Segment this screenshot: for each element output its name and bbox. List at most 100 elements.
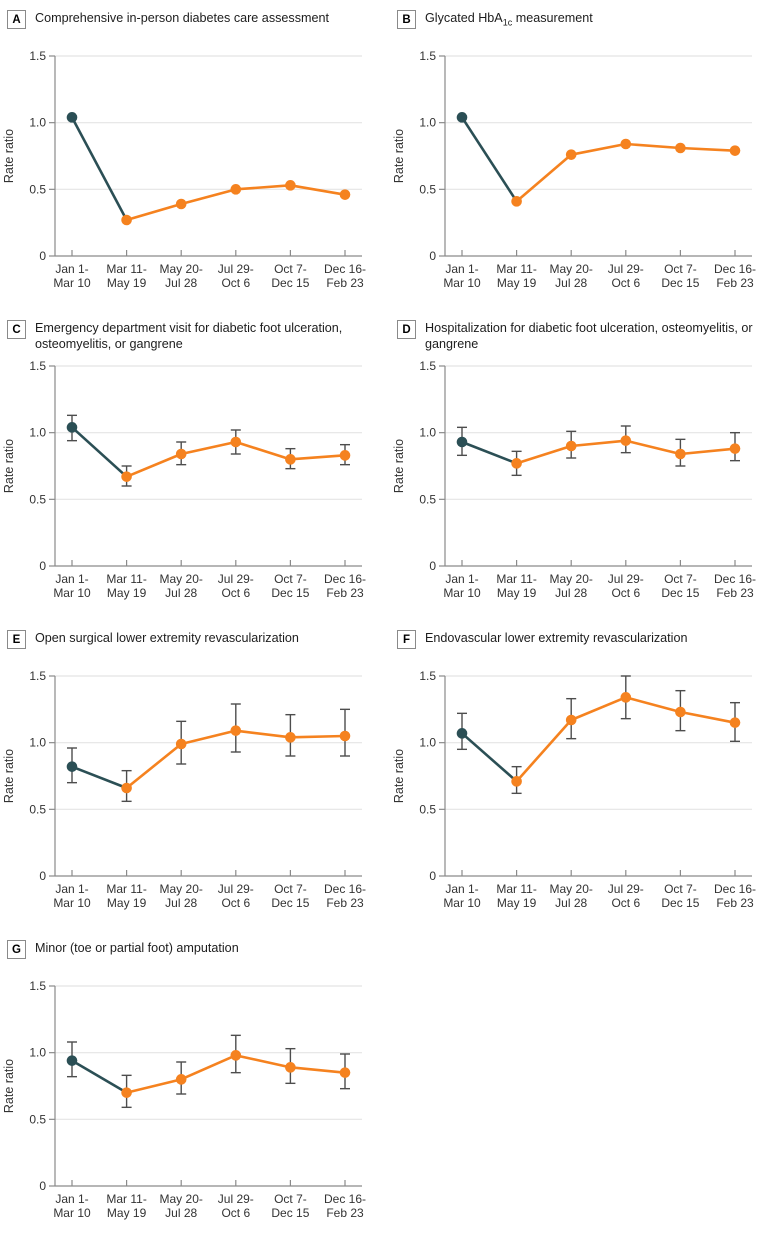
data-point xyxy=(456,728,468,739)
series-segment xyxy=(180,188,237,206)
chart-f: 0 0.5 1.0 1.5 Jan 1-Mar 10 Mar 11-May 19 May 2… xyxy=(392,669,756,910)
series-segment xyxy=(126,453,182,479)
panel-e: E Open surgical lower extremity revascul… xyxy=(0,620,390,930)
data-point xyxy=(230,437,242,448)
x-tick-label: Jan 1-Mar 10 xyxy=(443,882,481,910)
data-point xyxy=(175,198,187,210)
x-tick-label: Jul 29-Oct 6 xyxy=(218,1192,254,1220)
x-tick-label: Mar 11-May 19 xyxy=(496,882,536,910)
x-tick-label: Dec 16-Feb 23 xyxy=(324,882,366,910)
x-tick-label: Jan 1-Mar 10 xyxy=(53,1192,91,1220)
x-tick-label: Dec 16-Feb 23 xyxy=(714,882,756,910)
data-point xyxy=(339,450,351,462)
panel-g: G Minor (toe or partial foot) amputation… xyxy=(0,930,390,1240)
data-point xyxy=(175,1074,187,1085)
panel-e-title-text: Open surgical lower extremity revascular… xyxy=(35,631,299,645)
x-tick-label: May 20-Jul 28 xyxy=(160,262,203,290)
y-tick-label: 0 xyxy=(429,869,436,883)
panel-g-title-text: Minor (toe or partial foot) amputation xyxy=(35,941,239,955)
y-tick-label: 1.5 xyxy=(419,669,436,683)
y-tick-label: 0.5 xyxy=(419,493,436,507)
x-tick-label: Mar 11-May 19 xyxy=(106,262,146,290)
panel-c-title: Emergency department visit for diabetic … xyxy=(35,320,380,352)
data-point xyxy=(511,776,522,787)
y-tick-label: 0.5 xyxy=(419,182,436,196)
x-tick-label: Dec 16-Feb 23 xyxy=(714,572,756,600)
panel-f-title: Endovascular lower extremity revasculari… xyxy=(425,630,687,647)
x-tick-label: Mar 11-May 19 xyxy=(106,1192,146,1220)
panel-c: C Emergency department visit for diabeti… xyxy=(0,310,390,620)
y-tick-label: 1.0 xyxy=(29,1046,46,1060)
series-segment xyxy=(290,184,346,196)
chart-g: 0 0.5 1.0 1.5 Jan 1-Mar 10 Mar 11-May 19 May 2… xyxy=(2,979,366,1220)
series-segment xyxy=(235,441,291,462)
series-segment xyxy=(126,1078,182,1094)
data-point xyxy=(121,1087,132,1098)
x-tick-label: Oct 7-Dec 15 xyxy=(661,572,699,600)
panel-f-title-text: Endovascular lower extremity revasculari… xyxy=(425,631,688,645)
empty-cell xyxy=(390,930,780,1240)
data-point xyxy=(121,471,132,483)
data-point xyxy=(729,145,741,156)
data-point xyxy=(66,761,78,772)
data-point xyxy=(339,1067,351,1078)
x-tick-label: Oct 7-Dec 15 xyxy=(271,882,309,910)
x-tick-label: May 20-Jul 28 xyxy=(550,262,593,290)
data-point xyxy=(285,732,296,743)
panel-b-label: B xyxy=(397,10,416,29)
panel-a-title-text: Comprehensive in-person diabetes care as… xyxy=(35,11,330,25)
panel-b-title: Glycated HbA1c measurement xyxy=(425,10,593,27)
y-tick-label: 0.5 xyxy=(29,493,46,507)
chart-d: 0 0.5 1.0 1.5 Jan 1-Mar 10 Mar 11-May 19 May 2… xyxy=(392,359,756,600)
x-tick-label: Oct 7-Dec 15 xyxy=(271,262,309,290)
panel-c-title-text: Emergency department visit for diabetic … xyxy=(35,321,343,351)
x-tick-label: Mar 11-May 19 xyxy=(106,882,146,910)
panel-b-header: B Glycated HbA1c measurement xyxy=(390,10,780,42)
y-tick-label: 1.0 xyxy=(29,736,46,750)
x-tick-label: Jan 1-Mar 10 xyxy=(53,882,91,910)
data-point xyxy=(66,422,78,434)
series-segment xyxy=(235,1054,291,1069)
y-axis-title: Rate ratio xyxy=(392,439,406,493)
data-point xyxy=(456,112,468,123)
y-tick-label: 1.0 xyxy=(419,116,436,130)
y-tick-label: 0 xyxy=(429,559,436,573)
x-tick-label: Oct 7-Dec 15 xyxy=(271,1192,309,1220)
x-tick-label: Jul 29-Oct 6 xyxy=(218,572,254,600)
x-tick-label: Jan 1-Mar 10 xyxy=(443,262,481,290)
x-tick-label: Jul 29-Oct 6 xyxy=(218,262,254,290)
data-point xyxy=(230,725,242,736)
data-point xyxy=(511,196,522,207)
data-point xyxy=(456,437,468,448)
data-point xyxy=(175,449,187,460)
series-segment xyxy=(235,184,291,191)
panel-e-label: E xyxy=(7,630,26,649)
panel-d: D Hospitalization for diabetic foot ulce… xyxy=(390,310,780,620)
x-tick-label: Oct 7-Dec 15 xyxy=(661,262,699,290)
data-point xyxy=(565,714,577,726)
x-tick-label: Jul 29-Oct 6 xyxy=(218,882,254,910)
panel-g-header: G Minor (toe or partial foot) amputation xyxy=(0,940,390,972)
data-point xyxy=(230,184,242,195)
x-tick-label: Dec 16-Feb 23 xyxy=(324,572,366,600)
y-tick-label: 0.5 xyxy=(419,802,436,816)
y-tick-label: 0 xyxy=(429,249,436,263)
x-tick-label: Mar 11-May 19 xyxy=(496,262,536,290)
series-segment xyxy=(71,765,128,790)
x-tick-label: Jan 1-Mar 10 xyxy=(53,262,91,290)
y-tick-label: 0 xyxy=(39,249,46,263)
series-segment xyxy=(516,445,572,466)
data-point xyxy=(620,692,632,703)
x-tick-label: Mar 11-May 19 xyxy=(496,572,536,600)
panel-b: B Glycated HbA1c measurement 0 0.5 1.0 1.5 J… xyxy=(390,0,780,310)
x-tick-label: May 20-Jul 28 xyxy=(160,882,203,910)
panel-g-label: G xyxy=(7,940,26,959)
series-segment xyxy=(515,153,573,203)
series-segment xyxy=(571,439,626,448)
series-segment xyxy=(180,1054,237,1081)
series-segment xyxy=(180,729,237,746)
series-segment xyxy=(125,742,183,790)
data-point xyxy=(729,717,741,728)
series-segment xyxy=(680,710,736,724)
